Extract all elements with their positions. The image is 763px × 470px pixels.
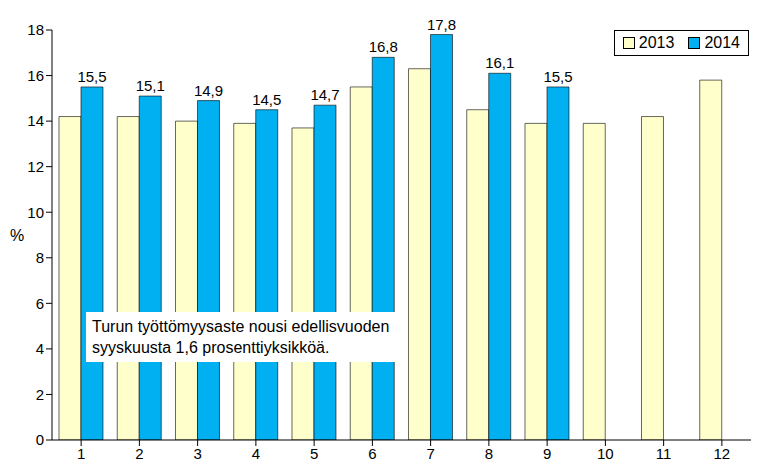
svg-text:14,7: 14,7 (310, 86, 339, 103)
svg-text:8: 8 (485, 445, 493, 462)
svg-text:10: 10 (27, 204, 44, 221)
svg-text:16,1: 16,1 (485, 54, 514, 71)
svg-text:18: 18 (27, 21, 44, 38)
svg-text:15,1: 15,1 (136, 77, 165, 94)
svg-text:16,8: 16,8 (369, 38, 398, 55)
svg-text:2: 2 (135, 445, 143, 462)
svg-text:12: 12 (27, 158, 44, 175)
svg-text:%: % (10, 227, 24, 244)
svg-text:2: 2 (36, 386, 44, 403)
svg-text:4: 4 (36, 340, 44, 357)
svg-text:0: 0 (36, 431, 44, 448)
html-text:2014: 2014 (704, 34, 740, 51)
svg-text:14,5: 14,5 (252, 91, 281, 108)
svg-text:14: 14 (27, 112, 44, 129)
svg-text:1: 1 (77, 445, 85, 462)
svg-text:6: 6 (36, 295, 44, 312)
svg-text:4: 4 (252, 445, 260, 462)
svg-text:15,5: 15,5 (543, 68, 572, 85)
svg-text:14,9: 14,9 (194, 82, 223, 99)
svg-text:6: 6 (368, 445, 376, 462)
svg-text:3: 3 (193, 445, 201, 462)
svg-text:10: 10 (597, 445, 614, 462)
svg-text:8: 8 (36, 249, 44, 266)
svg-text:15,5: 15,5 (77, 68, 106, 85)
html-text:2013: 2013 (638, 34, 675, 51)
html-text:Turun työttömyysaste nousi ede: Turun työttömyysaste nousi edellisvuoden… (92, 318, 390, 356)
svg-text:5: 5 (310, 445, 318, 462)
svg-text:9: 9 (543, 445, 551, 462)
svg-text:16: 16 (27, 67, 44, 84)
svg-text:11: 11 (656, 445, 672, 462)
svg-text:7: 7 (426, 445, 434, 462)
svg-text:17,8: 17,8 (427, 16, 456, 33)
svg-text:12: 12 (714, 445, 731, 462)
